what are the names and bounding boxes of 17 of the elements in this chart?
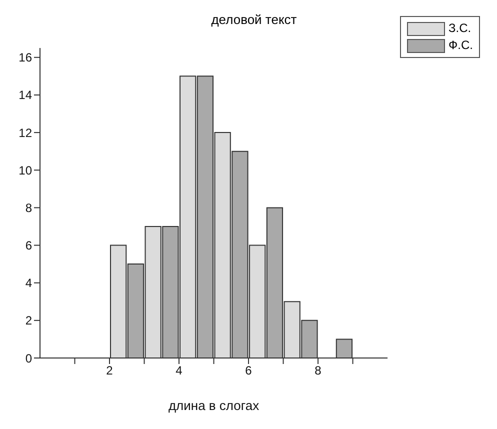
x-tick-label: 8 — [314, 364, 322, 378]
x-tick-label: 4 — [176, 364, 183, 378]
legend-label: З.С. — [448, 20, 472, 37]
y-tick-label: 16 — [18, 50, 32, 65]
chart-title: деловой текст — [211, 12, 297, 27]
y-tick-label: 8 — [25, 200, 32, 215]
y-tick-label: 10 — [18, 163, 32, 178]
y-tick-label: 14 — [18, 88, 32, 102]
legend-label: Ф.С. — [448, 37, 473, 54]
y-tick-label: 0 — [25, 351, 32, 366]
y-tick-label: 12 — [18, 126, 32, 140]
y-tick-label: 6 — [25, 238, 32, 253]
x-tick-label: 6 — [245, 364, 252, 378]
x-tick-label: 2 — [106, 364, 114, 378]
y-tick-label: 2 — [25, 314, 32, 328]
x-axis-title: длина в слогах — [168, 398, 260, 413]
y-tick-label: 4 — [25, 276, 32, 290]
